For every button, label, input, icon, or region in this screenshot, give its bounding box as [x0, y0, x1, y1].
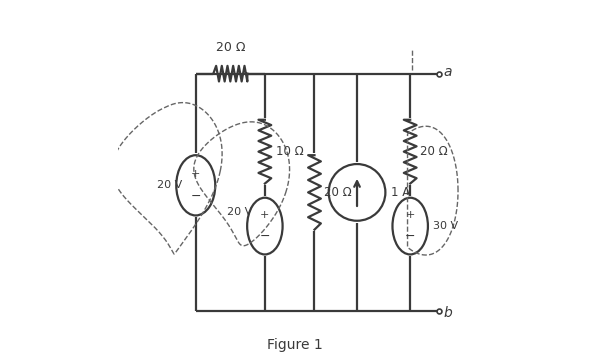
Text: 1 A: 1 A	[391, 186, 410, 199]
Text: 20 Ω: 20 Ω	[420, 145, 448, 158]
Text: a: a	[444, 65, 453, 79]
Text: 30 V: 30 V	[433, 221, 458, 231]
Text: Figure 1: Figure 1	[267, 338, 323, 352]
Text: +: +	[260, 210, 270, 220]
Text: b: b	[444, 306, 453, 320]
Text: 10 Ω: 10 Ω	[276, 145, 303, 158]
Text: −: −	[405, 230, 415, 243]
Text: 20 V: 20 V	[227, 207, 253, 217]
Text: −: −	[260, 230, 270, 243]
Text: −: −	[191, 190, 201, 203]
Text: 20 V: 20 V	[156, 180, 182, 190]
Text: 20 Ω: 20 Ω	[215, 41, 245, 54]
Text: +: +	[191, 169, 201, 179]
Text: +: +	[405, 210, 415, 220]
Text: 20 Ω: 20 Ω	[324, 186, 352, 199]
